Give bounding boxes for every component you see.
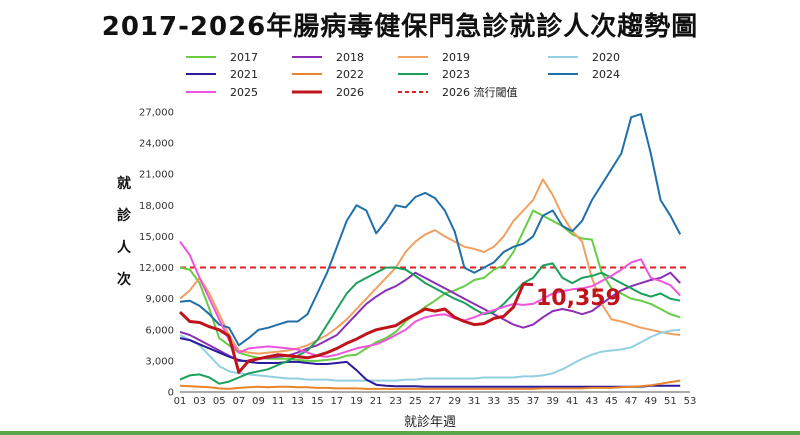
legend-label: 2025 [230,86,258,99]
x-tick-label: 25 [409,396,422,407]
x-tick-label: 11 [272,396,285,407]
bottom-accent-bar [0,431,800,435]
y-axis-label: 就診人次 [117,176,131,288]
series-lines [178,113,690,390]
x-axis: 01 03 05 07 09 11 13 15 17 19 21 23 25 27 29 31 33 35 37 39… [174,391,697,407]
series-line-2024 [179,113,682,347]
x-tick-label: 45 [605,396,618,407]
y-tick-label: 12,000 [139,263,174,274]
x-tick-label: 01 [174,396,187,407]
legend-label: 2026 [336,86,364,99]
x-tick-label: 49 [644,396,657,407]
series-line-2023 [179,262,681,385]
x-axis-label: 就診年週 [404,414,456,430]
y-tick-label: 15,000 [139,232,174,243]
y-tick-label: 18,000 [139,201,174,212]
series-line-2019 [179,178,681,355]
legend-label: 2019 [442,51,470,64]
x-tick-label: 53 [684,396,697,407]
legend-label: 2022 [336,68,364,81]
y-tick-label: 3,000 [145,356,174,367]
legend-label: 2018 [336,51,364,64]
x-tick-label: 17 [331,396,344,407]
chart-title: 2017-2026年腸病毒健保門急診就診人次趨勢圖 [101,12,699,42]
x-tick-label: 23 [389,396,402,407]
legend-label: 2017 [230,51,258,64]
legend-label: 2020 [592,51,620,64]
series-line-2020 [179,328,681,382]
y-tick-label: 21,000 [139,170,174,181]
x-tick-label: 35 [507,396,520,407]
legend-label: 2026 流行閾值 [442,85,518,99]
x-tick-label: 21 [370,396,383,407]
x-tick-label: 37 [527,396,540,407]
y-tick-label: 24,000 [139,139,174,150]
x-tick-label: 29 [448,396,461,407]
x-tick-label: 43 [586,396,599,407]
x-tick-label: 03 [193,396,206,407]
x-tick-label: 05 [213,396,226,407]
x-tick-label: 19 [350,396,363,407]
x-tick-label: 51 [664,396,677,407]
legend-label: 2023 [442,68,470,81]
x-tick-label: 07 [232,396,245,407]
series-line-2021 [179,337,681,388]
x-tick-label: 15 [311,396,324,407]
annotation-latest-value: 10,359 [536,286,621,311]
series-line-2022 [179,379,681,390]
x-tick-label: 41 [566,396,579,407]
series-line-2025 [179,241,681,358]
y-axis: 0 3,000 6,000 9,000 12,000 15,000 18,000 21,000… [139,108,174,399]
legend-label: 2024 [592,68,620,81]
y-tick-label: 27,000 [139,108,174,119]
y-tick-label: 6,000 [145,325,174,336]
x-tick-label: 47 [625,396,638,407]
x-tick-label: 31 [468,396,481,407]
x-tick-label: 09 [252,396,265,407]
x-tick-label: 13 [291,396,304,407]
x-tick-label: 33 [487,396,500,407]
y-tick-label: 9,000 [145,294,174,305]
x-tick-label: 39 [546,396,559,407]
legend: 2017 2018 2019 2020 2021 2022 2023 2024 2025 2026… [186,51,620,99]
series-line-2026 [178,282,534,374]
y-tick-label: 0 [168,388,174,399]
annotations: 10,359 [536,286,621,311]
legend-label: 2021 [230,68,258,81]
x-tick-label: 27 [429,396,442,407]
